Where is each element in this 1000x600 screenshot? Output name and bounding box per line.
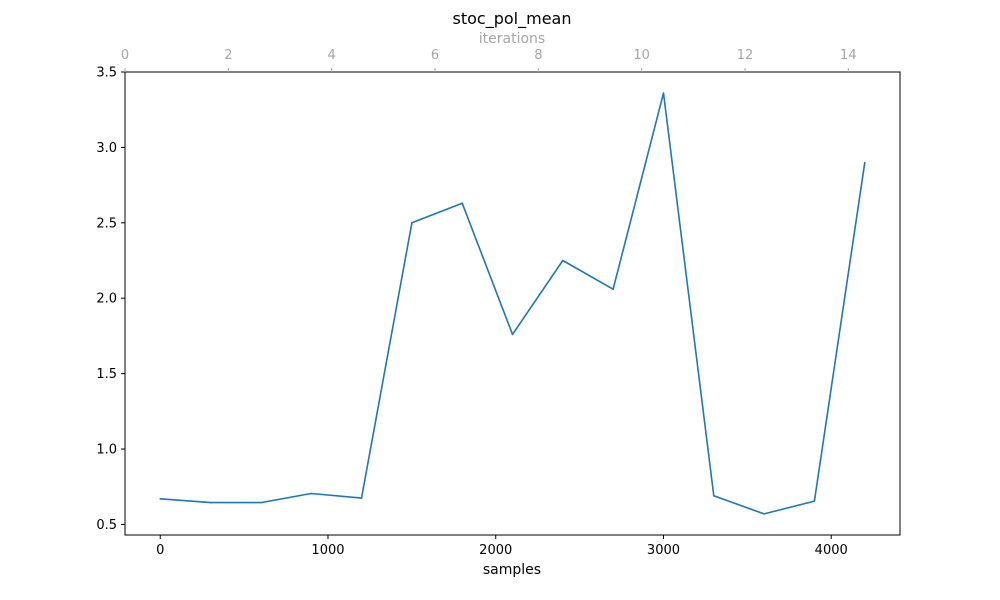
y-tick-label: 2.5 (96, 216, 117, 231)
x-tick-label: 1000 (311, 543, 344, 558)
data-point (310, 492, 313, 495)
data-point (461, 202, 463, 205)
data-point (662, 92, 665, 94)
data-point (209, 501, 212, 504)
y-tick-label: 3.0 (96, 141, 117, 156)
x-tick-label: 4000 (815, 543, 848, 558)
top-x-tick-label: 6 (431, 48, 439, 63)
data-point (159, 498, 162, 500)
top-x-tick-label: 4 (328, 48, 336, 63)
y-tick-label: 0.5 (96, 518, 117, 533)
data-point (612, 288, 614, 290)
top-x-tick-label: 14 (840, 48, 857, 63)
top-x-tick-label: 12 (737, 48, 754, 63)
data-point (863, 161, 866, 164)
x-tick-label: 3000 (647, 543, 680, 558)
plot-area: 0 1000 2000 3000 4000 0.5 1.0 1.5 2.0 2.5 3.0 3.5 0 2… (96, 48, 901, 558)
data-point (411, 222, 413, 224)
series-line (160, 92, 866, 515)
top-x-tick-label: 0 (121, 48, 129, 63)
x-tick-label: 2000 (479, 543, 512, 558)
y-tick-label: 1.5 (96, 367, 117, 382)
y-tick-label: 3.5 (96, 66, 117, 81)
top-x-tick-label: 10 (633, 48, 650, 63)
data-point (562, 259, 564, 262)
top-x-axis-label: iterations (479, 31, 545, 47)
data-point (763, 513, 765, 515)
data-point (712, 494, 715, 497)
top-x-tick-label: 8 (534, 48, 542, 63)
y-tick-label: 2.0 (96, 292, 117, 307)
data-point (511, 333, 514, 336)
data-point (813, 500, 816, 502)
chart-title: stoc_pol_mean (453, 9, 572, 29)
x-tick-label: 0 (156, 543, 164, 558)
data-point (360, 497, 363, 499)
y-tick-label: 1.0 (96, 443, 117, 458)
data-point (260, 501, 262, 504)
top-x-tick-label: 2 (224, 48, 232, 63)
x-axis-label: samples (483, 562, 541, 578)
plot-frame (124, 71, 901, 536)
